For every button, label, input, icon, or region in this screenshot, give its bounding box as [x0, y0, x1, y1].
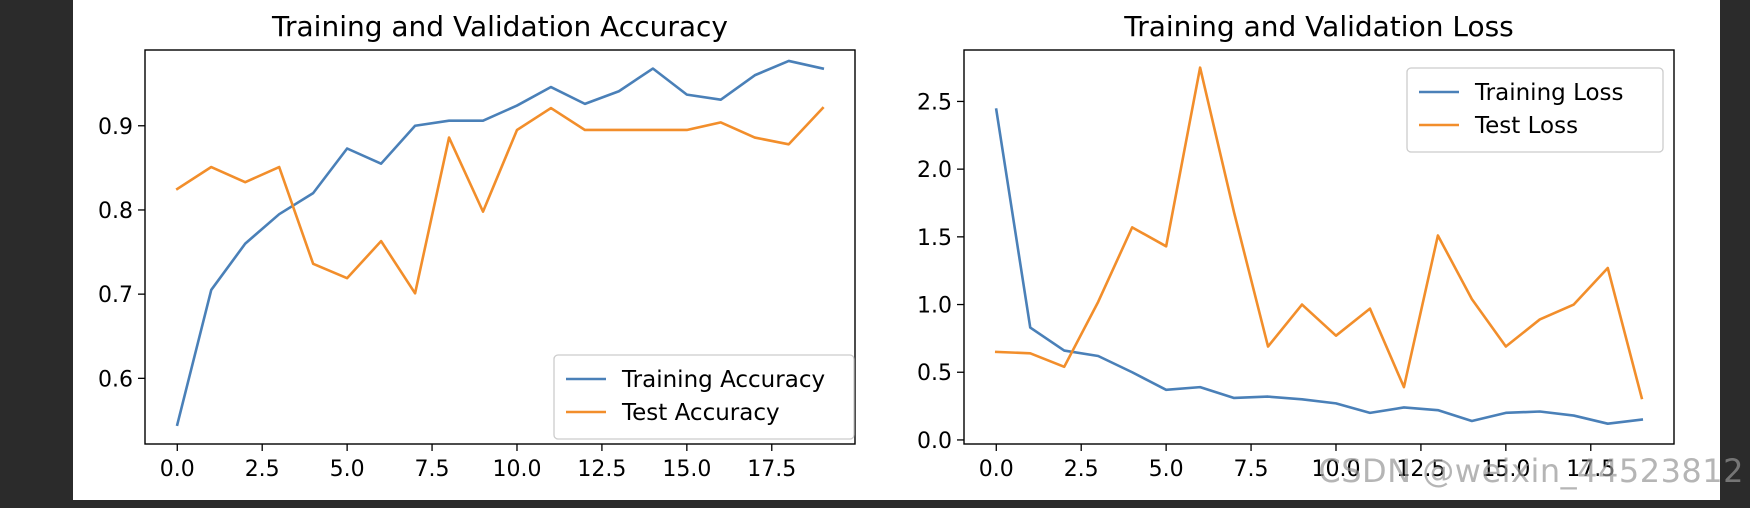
legend: Training Loss Test Loss — [1406, 67, 1664, 153]
x-tick-label: 15.0 — [662, 457, 711, 482]
legend-label: Training Loss — [1474, 80, 1624, 106]
y-tick-label: 0.0 — [917, 429, 952, 454]
figure-canvas: Training and Validation Accuracy 0.0 2.5 5.… — [73, 0, 1720, 500]
y-tick-label: 0.5 — [917, 361, 952, 386]
legend-box — [553, 354, 855, 440]
x-tick-label: 17.5 — [1566, 457, 1615, 482]
x-tick-label: 5.0 — [1149, 457, 1184, 482]
x-tick-label: 7.5 — [415, 457, 450, 482]
y-tick-label: 0.8 — [98, 199, 133, 224]
x-tick-label: 10.0 — [1311, 457, 1360, 482]
watermark-text: CSDN @weixin_44523812 — [1318, 452, 1744, 490]
x-tick-label: 10.0 — [492, 457, 541, 482]
series-line-training-accuracy — [175, 59, 825, 427]
y-tick-label: 0.6 — [98, 367, 133, 392]
y-tick-label: 2.5 — [917, 90, 952, 115]
figure-svg: Training and Validation Accuracy 0.0 2.5 5.… — [98, 10, 1675, 482]
x-tick-label: 0.0 — [160, 457, 195, 482]
legend-box — [1406, 67, 1664, 153]
x-tick-label: 0.0 — [979, 457, 1014, 482]
y-tick-label: 1.5 — [917, 226, 952, 251]
legend: Training Accuracy Test Accuracy — [553, 354, 855, 440]
x-tick-label: 15.0 — [1481, 457, 1530, 482]
series-line-test-accuracy — [175, 106, 825, 295]
x-tick-label: 2.5 — [245, 457, 280, 482]
legend-label: Training Accuracy — [621, 367, 825, 393]
x-tick-label: 12.5 — [577, 457, 626, 482]
x-tick-label: 17.5 — [747, 457, 796, 482]
y-tick-label: 0.9 — [98, 115, 133, 140]
y-tick-label: 2.0 — [917, 158, 952, 183]
axes-frame — [144, 49, 856, 445]
chart-1: Training and Validation Accuracy 0.0 2.5 5.… — [98, 10, 856, 482]
x-tick-label: 12.5 — [1396, 457, 1445, 482]
chart-title: Training and Validation Loss — [1123, 10, 1514, 43]
x-tick-label: 7.5 — [1234, 457, 1269, 482]
axes-frame — [963, 49, 1675, 445]
x-tick-label: 5.0 — [330, 457, 365, 482]
series-line-training-loss — [994, 108, 1644, 425]
chart-2: Training and Validation Loss 0.0 2.5 5.0 7.5… — [917, 10, 1675, 482]
series-line-test-loss — [994, 66, 1644, 400]
x-tick-label: 2.5 — [1064, 457, 1099, 482]
y-tick-label: 1.0 — [917, 294, 952, 319]
legend-label: Test Loss — [1474, 113, 1578, 139]
chart-title: Training and Validation Accuracy — [271, 10, 728, 43]
y-tick-label: 0.7 — [98, 283, 133, 308]
legend-label: Test Accuracy — [621, 400, 780, 426]
